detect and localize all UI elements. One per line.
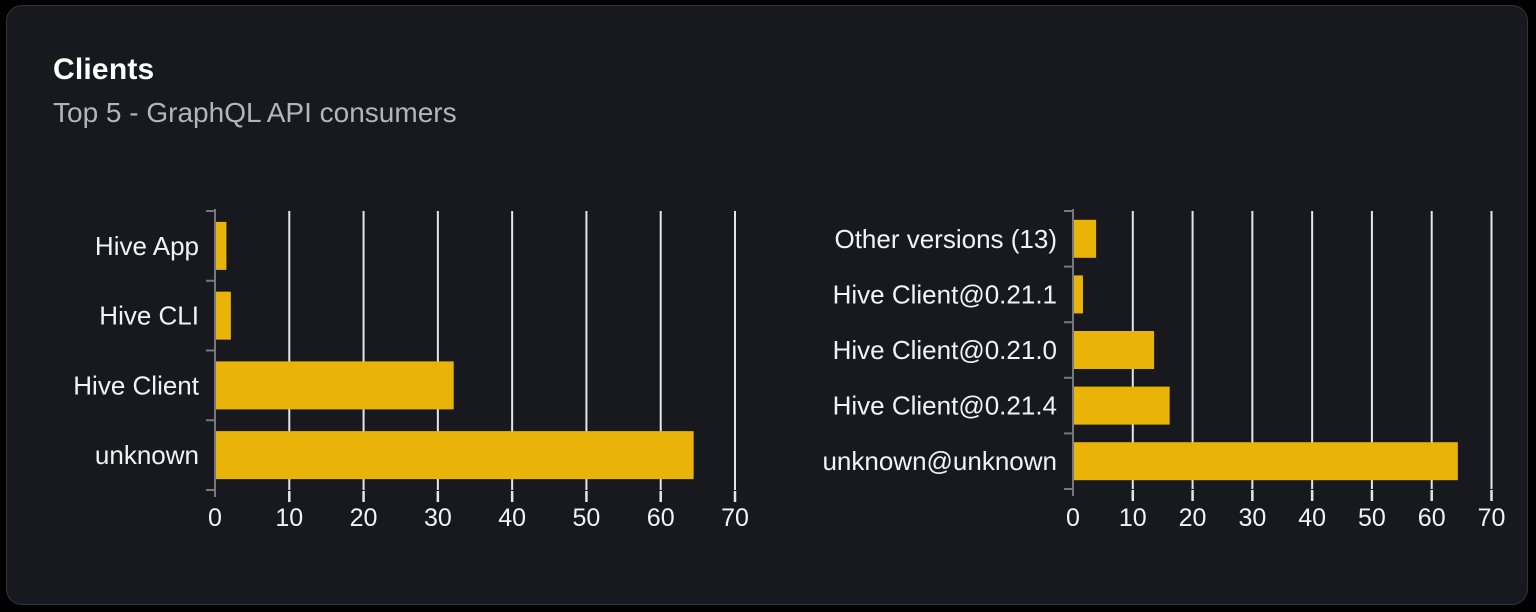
card-title: Clients (53, 53, 155, 86)
category-label: Other versions (13) (834, 224, 1057, 254)
bar-hive-client-0-21-0[interactable] (1074, 331, 1155, 369)
client-versions-bar-chart: 0 10 20 30 40 50 60 70 Other versions (13) Hive C… (822, 209, 1505, 532)
category-label: unknown (95, 440, 199, 470)
bar-hive-client[interactable] (216, 361, 454, 410)
x-tick-label: 40 (498, 504, 526, 532)
bar-hive-client-0-21-1[interactable] (1074, 275, 1083, 314)
category-label: Hive Client@0.21.1 (833, 279, 1057, 309)
bar-unknown[interactable] (216, 431, 694, 480)
x-tick-label: 70 (1478, 504, 1506, 532)
x-tick-label: 0 (1066, 504, 1080, 532)
x-tick-label: 50 (1358, 504, 1386, 532)
x-tick-label: 40 (1298, 504, 1326, 532)
x-tick-label: 30 (1238, 504, 1266, 532)
category-label: Hive Client@0.21.0 (833, 335, 1057, 365)
card-subtitle: Top 5 - GraphQL API consumers (53, 97, 457, 128)
category-label: Hive App (95, 231, 199, 261)
bar-other-versions-13-[interactable] (1074, 219, 1097, 258)
bar-hive-client-0-21-4[interactable] (1074, 386, 1170, 425)
x-tick-label: 70 (721, 504, 749, 532)
x-tick-label: 20 (1179, 504, 1207, 532)
x-tick-label: 60 (647, 504, 675, 532)
category-label: Hive CLI (99, 301, 199, 331)
bar-hive-app[interactable] (216, 221, 227, 270)
x-tick-label: 0 (208, 504, 222, 532)
bar-unknown-unknown[interactable] (1074, 442, 1458, 481)
x-tick-label: 30 (424, 504, 452, 532)
x-tick-label: 10 (1119, 504, 1147, 532)
x-tick-label: 60 (1418, 504, 1446, 532)
x-tick-label: 50 (573, 504, 601, 532)
bar-hive-cli[interactable] (216, 291, 231, 340)
category-label: Hive Client (73, 370, 199, 400)
clients-card: Clients Top 5 - GraphQL API consumers (6, 5, 1528, 605)
x-tick-label: 10 (275, 504, 303, 532)
clients-bar-chart: 0 10 20 30 40 50 60 70 Hive App Hive CLI Hive Clie… (73, 209, 749, 532)
category-label: unknown@unknown (822, 446, 1057, 476)
x-tick-label: 20 (350, 504, 378, 532)
category-label: Hive Client@0.21.4 (833, 391, 1057, 421)
